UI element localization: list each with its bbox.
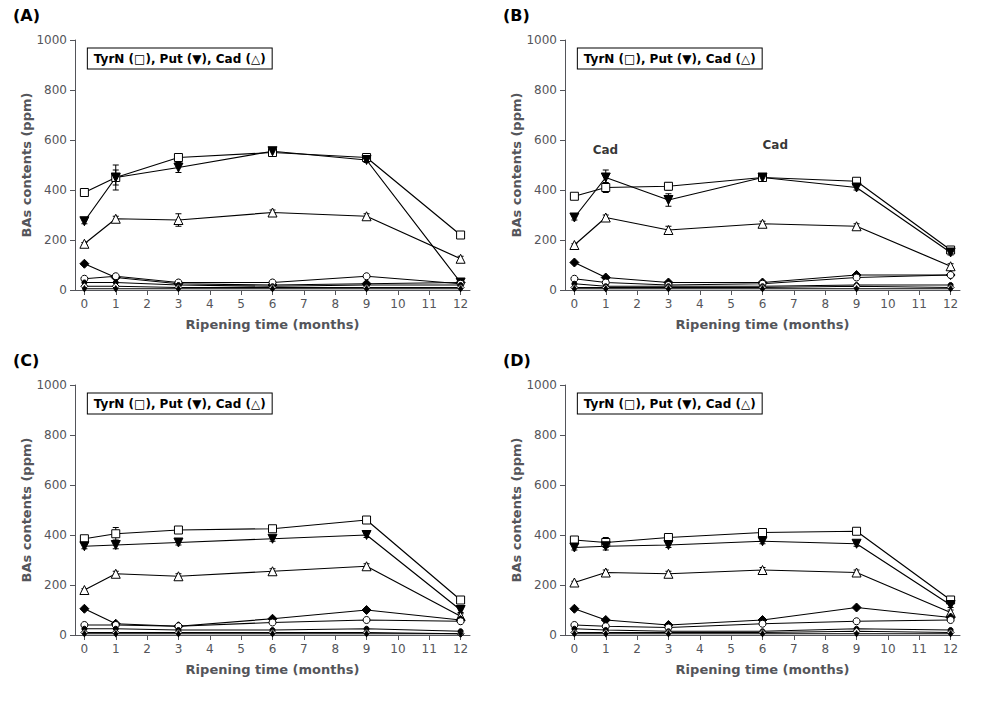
- svg-text:2: 2: [633, 297, 641, 311]
- svg-text:200: 200: [534, 578, 557, 592]
- svg-text:9: 9: [853, 297, 861, 311]
- svg-text:10: 10: [390, 297, 405, 311]
- svg-text:11: 11: [912, 297, 927, 311]
- svg-text:5: 5: [237, 297, 245, 311]
- svg-text:0: 0: [59, 628, 67, 642]
- svg-text:7: 7: [300, 642, 308, 656]
- svg-text:9: 9: [363, 297, 371, 311]
- svg-text:3: 3: [665, 642, 673, 656]
- svg-text:4: 4: [206, 642, 214, 656]
- svg-text:1: 1: [602, 297, 610, 311]
- svg-text:1000: 1000: [526, 33, 557, 47]
- svg-text:9: 9: [853, 642, 861, 656]
- svg-text:Ripening time (months): Ripening time (months): [186, 662, 360, 677]
- svg-text:Ripening time (months): Ripening time (months): [186, 317, 360, 332]
- svg-text:Ripening time (months): Ripening time (months): [676, 317, 850, 332]
- svg-text:5: 5: [727, 642, 735, 656]
- svg-text:8: 8: [821, 642, 829, 656]
- svg-text:8: 8: [821, 297, 829, 311]
- svg-text:TyrN (□), Put (▼), Cad (△): TyrN (□), Put (▼), Cad (△): [94, 52, 266, 66]
- svg-text:(A): (A): [13, 6, 40, 25]
- svg-text:800: 800: [534, 83, 557, 97]
- svg-text:600: 600: [534, 133, 557, 147]
- svg-text:7: 7: [790, 642, 798, 656]
- svg-text:BAs contents (ppm): BAs contents (ppm): [19, 438, 34, 583]
- svg-text:200: 200: [44, 578, 67, 592]
- svg-text:1000: 1000: [36, 378, 67, 392]
- svg-text:1: 1: [112, 297, 120, 311]
- svg-text:0: 0: [81, 297, 89, 311]
- svg-text:1: 1: [602, 642, 610, 656]
- svg-text:400: 400: [44, 528, 67, 542]
- svg-text:1: 1: [112, 642, 120, 656]
- svg-text:8: 8: [331, 297, 339, 311]
- svg-text:1000: 1000: [36, 33, 67, 47]
- svg-text:3: 3: [665, 297, 673, 311]
- svg-text:0: 0: [571, 297, 579, 311]
- svg-text:3: 3: [175, 642, 183, 656]
- svg-text:10: 10: [880, 297, 895, 311]
- svg-text:800: 800: [534, 428, 557, 442]
- svg-text:Ripening time (months): Ripening time (months): [676, 662, 850, 677]
- svg-text:1000: 1000: [526, 378, 557, 392]
- svg-text:5: 5: [727, 297, 735, 311]
- svg-text:12: 12: [943, 297, 958, 311]
- svg-text:0: 0: [81, 642, 89, 656]
- svg-text:600: 600: [534, 478, 557, 492]
- svg-text:(D): (D): [503, 351, 531, 370]
- svg-text:4: 4: [696, 297, 704, 311]
- svg-text:800: 800: [44, 428, 67, 442]
- svg-text:(B): (B): [503, 6, 530, 25]
- svg-text:400: 400: [44, 183, 67, 197]
- svg-text:(C): (C): [13, 351, 39, 370]
- svg-text:Cad: Cad: [763, 138, 789, 152]
- svg-text:10: 10: [880, 642, 895, 656]
- svg-text:11: 11: [422, 297, 437, 311]
- svg-text:TyrN (□), Put (▼), Cad (△): TyrN (□), Put (▼), Cad (△): [584, 52, 756, 66]
- svg-text:2: 2: [143, 642, 151, 656]
- svg-text:4: 4: [206, 297, 214, 311]
- svg-text:2: 2: [633, 642, 641, 656]
- svg-text:10: 10: [390, 642, 405, 656]
- svg-text:12: 12: [453, 297, 468, 311]
- svg-text:4: 4: [696, 642, 704, 656]
- svg-text:6: 6: [759, 297, 767, 311]
- svg-text:6: 6: [269, 297, 277, 311]
- svg-text:BAs contents (ppm): BAs contents (ppm): [19, 93, 34, 238]
- svg-text:5: 5: [237, 642, 245, 656]
- svg-text:Cad: Cad: [593, 143, 619, 157]
- svg-text:0: 0: [59, 283, 67, 297]
- svg-text:12: 12: [453, 642, 468, 656]
- svg-text:BAs contents (ppm): BAs contents (ppm): [509, 438, 524, 583]
- svg-text:11: 11: [912, 642, 927, 656]
- svg-text:6: 6: [759, 642, 767, 656]
- svg-text:0: 0: [549, 283, 557, 297]
- svg-text:6: 6: [269, 642, 277, 656]
- svg-text:8: 8: [331, 642, 339, 656]
- svg-text:400: 400: [534, 183, 557, 197]
- svg-text:3: 3: [175, 297, 183, 311]
- svg-text:200: 200: [44, 233, 67, 247]
- svg-text:11: 11: [422, 642, 437, 656]
- svg-text:600: 600: [44, 478, 67, 492]
- svg-text:12: 12: [943, 642, 958, 656]
- svg-text:200: 200: [534, 233, 557, 247]
- svg-text:0: 0: [571, 642, 579, 656]
- svg-text:2: 2: [143, 297, 151, 311]
- svg-text:400: 400: [534, 528, 557, 542]
- svg-text:BAs contents (ppm): BAs contents (ppm): [509, 93, 524, 238]
- svg-text:TyrN (□), Put (▼), Cad (△): TyrN (□), Put (▼), Cad (△): [94, 397, 266, 411]
- svg-text:7: 7: [790, 297, 798, 311]
- svg-text:0: 0: [549, 628, 557, 642]
- svg-text:TyrN (□), Put (▼), Cad (△): TyrN (□), Put (▼), Cad (△): [584, 397, 756, 411]
- svg-text:7: 7: [300, 297, 308, 311]
- svg-text:9: 9: [363, 642, 371, 656]
- svg-text:800: 800: [44, 83, 67, 97]
- svg-text:600: 600: [44, 133, 67, 147]
